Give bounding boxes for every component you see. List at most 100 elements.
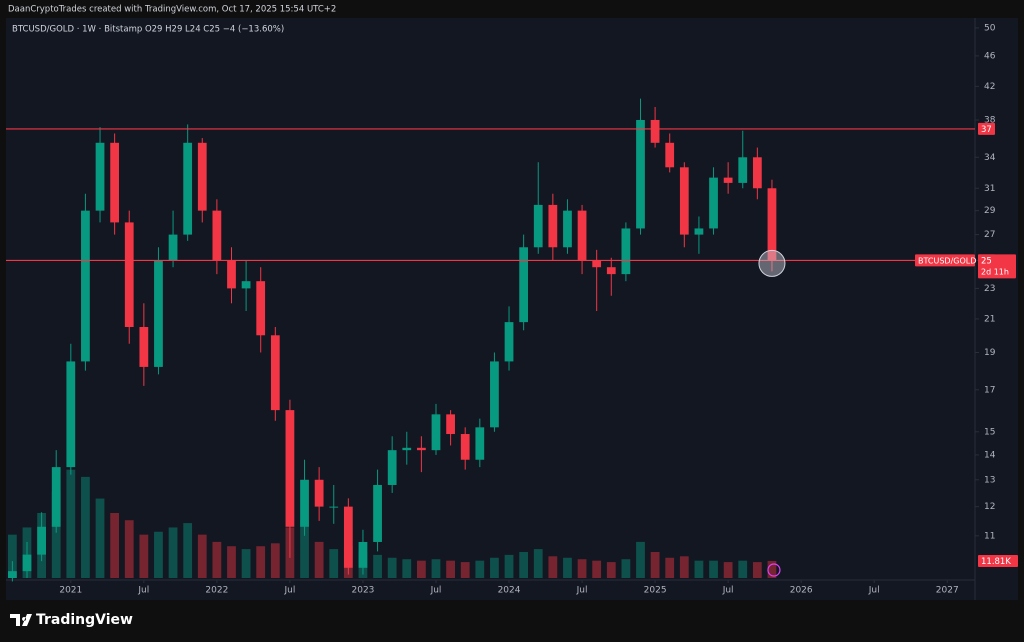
- volume-last-label: 11.81K: [981, 557, 1011, 567]
- candle-body: [592, 260, 602, 268]
- volume-bar: [592, 560, 602, 578]
- candle-body: [168, 234, 178, 261]
- candle-body: [300, 479, 309, 527]
- candle-body: [490, 361, 499, 428]
- volume-bar: [300, 520, 309, 578]
- volume-bar: [577, 559, 587, 578]
- candle-body: [329, 506, 339, 508]
- volume-bar: [606, 562, 616, 578]
- x-tick-label: 2021: [59, 586, 82, 596]
- volume-bar: [446, 560, 455, 578]
- volume-bar: [431, 559, 441, 578]
- volume-tag: [978, 554, 1018, 567]
- x-tick-label: Jul: [283, 586, 295, 596]
- symbol-label: BTCUSD/GOLD: [918, 256, 976, 265]
- volume-bar: [621, 559, 631, 578]
- candle-body: [212, 210, 222, 261]
- candle-body: [402, 447, 412, 451]
- y-tick-label: 38: [984, 115, 996, 125]
- y-tick-label: 23: [984, 284, 995, 294]
- volume-bar: [548, 556, 558, 578]
- volume-bar: [533, 549, 543, 578]
- volume-bar: [168, 527, 178, 578]
- volume-bar: [270, 543, 280, 578]
- candle-body: [475, 427, 485, 460]
- candle-body: [37, 526, 46, 555]
- candle-body: [679, 167, 689, 235]
- candle-body: [8, 571, 17, 578]
- plot: [8, 98, 777, 582]
- candle-body: [606, 267, 616, 275]
- candle-body: [373, 484, 382, 542]
- candle-body: [563, 210, 572, 248]
- volume-bar: [329, 549, 339, 578]
- candle-body: [358, 541, 368, 568]
- hline-tag: [978, 122, 995, 135]
- volume-bar: [387, 557, 397, 578]
- volume-bar: [665, 557, 675, 578]
- x-tick-label: Jul: [430, 586, 442, 596]
- candle-body: [577, 210, 587, 261]
- volume-bar: [51, 491, 61, 578]
- volume-bar: [373, 554, 382, 578]
- volume-bar: [314, 541, 324, 578]
- y-tick-label: 14: [984, 450, 996, 460]
- legend: BTCUSD/GOLD · 1W · Bitstamp O29 H29 L24 …: [12, 25, 284, 35]
- volume-bar: [256, 546, 266, 578]
- candle-body: [752, 157, 762, 189]
- volume-bar: [475, 560, 485, 578]
- candle-body: [256, 281, 266, 336]
- candle-body: [139, 326, 149, 367]
- candle-body: [241, 281, 251, 289]
- volume-bar: [694, 560, 704, 578]
- candle-body: [504, 322, 514, 362]
- y-tick-label: 31: [984, 184, 995, 194]
- candle-body: [197, 142, 207, 211]
- x-tick-label: 2023: [352, 586, 375, 596]
- volume-bar: [417, 560, 426, 578]
- x-tick-label: Jul: [137, 586, 149, 596]
- x-tick-label: 2025: [644, 586, 667, 596]
- candle-body: [22, 554, 32, 572]
- volume-bar: [738, 560, 748, 578]
- candle-body: [460, 434, 470, 460]
- x-tick-label: 2027: [936, 586, 959, 596]
- candle-body: [665, 142, 675, 168]
- volume-bar: [227, 546, 236, 578]
- volume-bar: [723, 562, 733, 578]
- hline-label: 37: [981, 125, 992, 135]
- footer-brand: TradingView: [36, 612, 133, 628]
- volume-bar: [81, 476, 90, 578]
- symbol-tag: [915, 254, 975, 267]
- candle-body: [533, 204, 543, 248]
- volume-bar: [197, 534, 207, 578]
- x-tick-label: Jul: [868, 586, 880, 596]
- candle-body: [767, 188, 777, 261]
- price-label: 25: [981, 256, 992, 266]
- candle-body: [621, 228, 631, 275]
- candle-body: [285, 410, 295, 527]
- candle-body: [343, 506, 353, 568]
- x-tick-label: Jul: [722, 586, 734, 596]
- volume-bar: [752, 562, 762, 578]
- volume-bar: [519, 552, 529, 578]
- candle-body: [694, 228, 704, 235]
- chart-panel: [6, 18, 1018, 600]
- candle-body: [417, 447, 426, 451]
- candle-body: [183, 142, 193, 235]
- candle-body: [431, 414, 441, 451]
- candle-body: [110, 142, 120, 223]
- y-tick-label: 13: [984, 475, 995, 485]
- y-tick-label: 11: [984, 531, 995, 541]
- volume-bar: [241, 549, 251, 578]
- y-tick-label: 34: [984, 153, 996, 163]
- candle-body: [519, 247, 529, 323]
- alert-icon: [767, 563, 781, 577]
- candle-body: [738, 157, 748, 183]
- candle-body: [154, 260, 163, 367]
- candle-body: [709, 177, 718, 229]
- price-tag: [978, 254, 1016, 279]
- y-tick-label: 12: [984, 502, 995, 512]
- candle-body: [124, 222, 134, 327]
